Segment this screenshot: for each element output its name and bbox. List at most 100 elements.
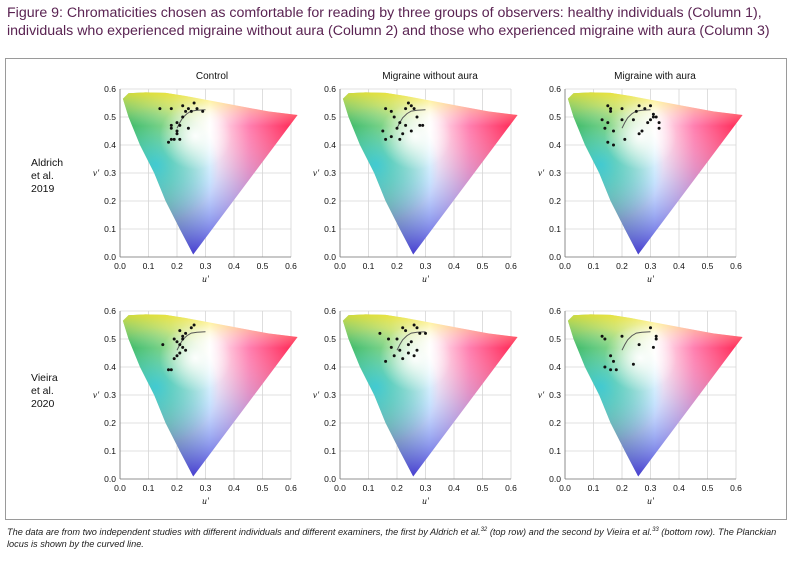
data-point [418,123,422,127]
y-tick-label: 0.6 [549,306,561,316]
x-tick-label: 0.4 [448,483,460,493]
y-tick-label: 0.6 [324,84,336,94]
x-axis-label: u' [422,275,430,285]
figure-frame [5,58,787,520]
data-point [395,337,399,341]
x-tick-label: 0.6 [730,483,742,493]
data-point [606,121,610,125]
x-tick-label: 0.3 [200,261,212,271]
chart-panel-vieira-control: 0.0 0.1 0.2 0.3 0.4 0.5 0.6 0.0 0.1 0.2 0.3 0.4 0.5 0… [93,306,298,507]
data-point [175,121,179,125]
data-point [415,115,419,119]
x-tick-label: 0.0 [559,483,571,493]
y-tick-label: 0.6 [104,84,116,94]
data-point [169,123,173,127]
data-point [169,137,173,141]
data-point [169,126,173,130]
x-tick-label: 0.6 [285,261,297,271]
data-point [389,135,393,139]
y-tick-label: 0.4 [549,362,561,372]
data-point [620,118,624,122]
y-tick-label: 0.3 [104,390,116,400]
data-point [409,129,413,133]
data-point [398,121,402,125]
y-tick-label: 0.4 [324,362,336,372]
data-point [600,334,604,338]
data-point [649,326,652,330]
y-tick-label: 0.0 [104,474,116,484]
y-tick-label: 0.4 [549,140,561,150]
data-point [609,354,613,358]
data-point [195,107,199,111]
data-point [406,351,410,355]
x-tick-label: 0.6 [730,261,742,271]
data-point [651,112,655,116]
data-point [603,126,607,130]
y-tick-label: 0.3 [324,168,336,178]
chart-panel-vieira-migraine-with-aura: 0.0 0.1 0.2 0.3 0.4 0.5 0.6 0.0 0.1 0.2 0.3 0.4 0.5 0… [538,306,743,507]
figure-title-line-1: Figure 9: Chromaticities chosen as comfo… [7,5,762,21]
y-tick-label: 0.3 [104,168,116,178]
x-axis-label: u' [647,497,655,507]
y-axis-label: v' [313,169,320,179]
data-point [184,331,188,335]
caption-reference: 33 [652,527,659,533]
data-point [172,137,176,141]
x-tick-label: 0.4 [673,483,685,493]
row-label-line: et al. [31,385,54,397]
data-point [424,331,427,335]
y-tick-label: 0.1 [104,446,116,456]
data-point [384,359,388,363]
y-tick-label: 0.4 [104,362,116,372]
data-point [623,137,627,141]
data-point [412,107,416,111]
row-label-line: Aldrich [31,157,64,169]
caption-reference: 32 [480,527,488,533]
figure-caption: The data are from two independent studie… [7,524,793,550]
data-point [609,107,613,111]
x-tick-label: 0.4 [228,261,240,271]
data-point [609,368,613,372]
data-point [192,101,196,105]
data-point [409,104,413,108]
x-tick-label: 0.0 [114,261,126,271]
planckian-locus [176,109,206,129]
data-point [392,354,396,358]
y-tick-label: 0.2 [549,196,561,206]
y-axis-label: v' [538,169,545,179]
data-point [631,362,635,366]
x-tick-label: 0.5 [477,261,489,271]
data-point [631,118,635,122]
x-tick-label: 0.2 [391,483,403,493]
x-tick-label: 0.3 [200,483,212,493]
y-tick-label: 0.1 [324,224,336,234]
column-title-migraine-without-aura: Migraine without aura [382,71,478,82]
data-point [637,104,641,108]
y-axis-label: v' [313,391,320,401]
y-tick-label: 0.2 [324,418,336,428]
x-tick-label: 0.3 [645,261,657,271]
x-tick-label: 0.0 [114,483,126,493]
y-tick-label: 0.1 [104,224,116,234]
y-axis-label: v' [93,391,100,401]
y-tick-label: 0.0 [549,252,561,262]
data-point [415,348,419,352]
y-tick-label: 0.3 [324,390,336,400]
data-point [201,109,205,113]
y-tick-label: 0.3 [549,390,561,400]
y-tick-label: 0.1 [324,446,336,456]
y-tick-label: 0.2 [104,418,116,428]
caption-text: (top row) and the second by Vieira et al… [487,527,653,538]
x-tick-label: 0.5 [702,261,714,271]
data-point [189,109,193,113]
y-tick-label: 0.5 [104,112,116,122]
data-point [389,109,393,113]
data-point [172,337,176,341]
x-tick-label: 0.0 [334,483,346,493]
data-point [654,334,658,338]
data-point [181,337,185,341]
data-point [395,126,399,130]
y-axis-label: v' [93,169,100,179]
data-point [606,140,610,144]
data-point [181,345,185,349]
